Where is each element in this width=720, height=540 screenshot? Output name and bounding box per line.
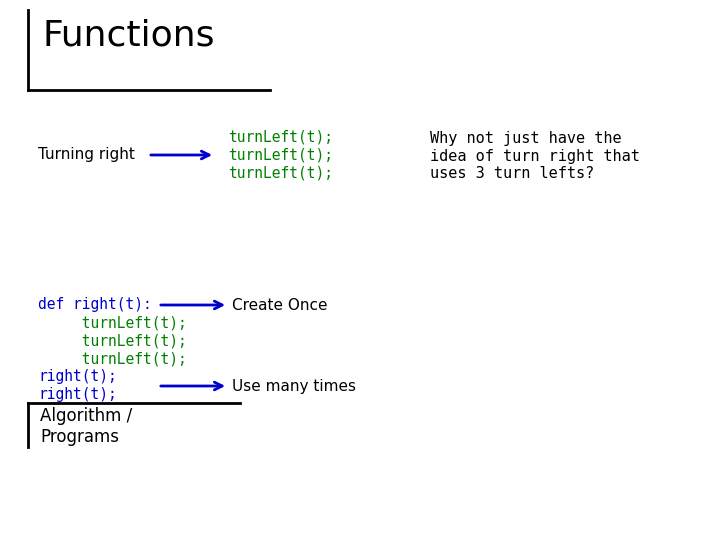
Text: Functions: Functions — [42, 18, 215, 52]
Text: turnLeft(t);: turnLeft(t); — [38, 334, 186, 348]
Text: Use many times: Use many times — [232, 379, 356, 394]
Text: Algorithm /
Programs: Algorithm / Programs — [40, 407, 132, 446]
Text: right(t);: right(t); — [38, 369, 117, 384]
Text: Why not just have the: Why not just have the — [430, 131, 621, 145]
Text: uses 3 turn lefts?: uses 3 turn lefts? — [430, 166, 594, 181]
Text: idea of turn right that: idea of turn right that — [430, 148, 640, 164]
Text: def right(t):: def right(t): — [38, 298, 152, 313]
Text: right(t);: right(t); — [38, 388, 117, 402]
Text: turnLeft(t);: turnLeft(t); — [38, 315, 186, 330]
Text: turnLeft(t);: turnLeft(t); — [228, 130, 333, 145]
Text: Turning right: Turning right — [38, 147, 135, 163]
Text: Create Once: Create Once — [232, 298, 328, 313]
Text: turnLeft(t);: turnLeft(t); — [228, 165, 333, 180]
Text: turnLeft(t);: turnLeft(t); — [38, 352, 186, 367]
Text: turnLeft(t);: turnLeft(t); — [228, 147, 333, 163]
